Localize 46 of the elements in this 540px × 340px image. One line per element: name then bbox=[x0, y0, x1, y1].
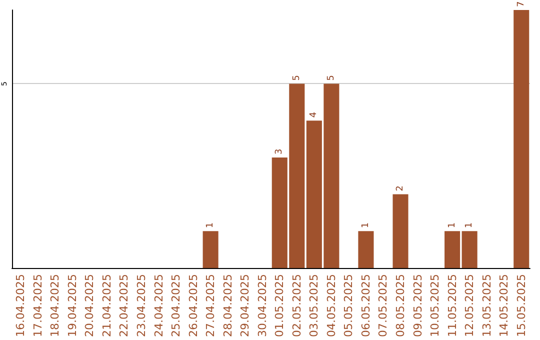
bar bbox=[514, 10, 530, 268]
bar bbox=[202, 231, 218, 268]
x-tick-label: 12.05.2025 bbox=[463, 274, 476, 338]
x-tick-label: 13.05.2025 bbox=[480, 274, 494, 338]
x-tick-label: 30.04.2025 bbox=[256, 274, 269, 338]
x-tick-label: 17.04.2025 bbox=[31, 274, 44, 338]
x-tick-label: 26.04.2025 bbox=[186, 274, 200, 338]
x-tick-label: 07.05.2025 bbox=[376, 274, 390, 338]
x-tick-label: 11.05.2025 bbox=[446, 274, 459, 338]
x-tick-label: 18.04.2025 bbox=[48, 274, 62, 338]
x-tick-label: 23.04.2025 bbox=[135, 274, 148, 338]
x-tick-label: 02.05.2025 bbox=[290, 274, 304, 338]
x-tick-label: 04.05.2025 bbox=[324, 274, 338, 338]
x-tick-label: 20.04.2025 bbox=[83, 274, 96, 338]
data-label: 2 bbox=[396, 186, 406, 192]
x-tick-label: 06.05.2025 bbox=[359, 274, 372, 338]
data-label: 1 bbox=[464, 222, 475, 228]
data-label: 7 bbox=[516, 1, 526, 7]
data-label: 1 bbox=[360, 222, 371, 228]
x-tick-label: 15.05.2025 bbox=[514, 274, 528, 338]
x-tick-label: 25.04.2025 bbox=[170, 274, 183, 338]
x-tick-label: 09.05.2025 bbox=[411, 274, 424, 338]
x-tick-label: 05.05.2025 bbox=[342, 274, 356, 338]
x-tick-label: 19.04.2025 bbox=[66, 274, 79, 338]
bar bbox=[358, 231, 374, 268]
data-label: 1 bbox=[206, 222, 216, 228]
x-tick-label: 29.04.2025 bbox=[238, 274, 252, 338]
x-tick-label: 28.04.2025 bbox=[221, 274, 234, 338]
x-tick-label: 08.05.2025 bbox=[394, 274, 407, 338]
data-label: 5 bbox=[292, 74, 302, 81]
data-label: 1 bbox=[447, 222, 458, 228]
x-tick-label: 03.05.2025 bbox=[308, 274, 321, 338]
x-tick-label: 10.05.2025 bbox=[428, 274, 442, 338]
x-tick-label: 14.05.2025 bbox=[498, 274, 511, 338]
data-label: 3 bbox=[274, 148, 285, 154]
x-tick-label: 21.04.2025 bbox=[100, 274, 114, 338]
bar bbox=[462, 231, 478, 268]
bar bbox=[392, 194, 408, 268]
x-tick-label: 16.04.2025 bbox=[14, 274, 28, 338]
bar bbox=[444, 231, 460, 268]
x-tick-label: 22.04.2025 bbox=[118, 274, 131, 338]
x-tick-label: 01.05.2025 bbox=[273, 274, 286, 338]
data-label: 5 bbox=[326, 74, 336, 81]
x-tick-label: 24.04.2025 bbox=[152, 274, 166, 338]
x-tick-label: 27.04.2025 bbox=[204, 274, 218, 338]
data-label: 4 bbox=[309, 112, 320, 118]
